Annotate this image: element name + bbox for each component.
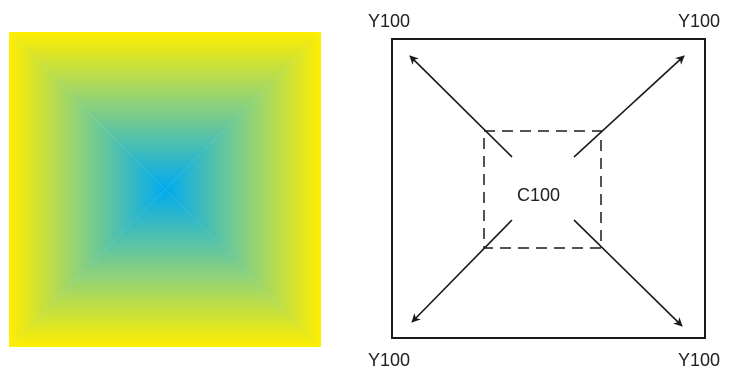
arrow-bottom-left (411, 219, 513, 323)
outer-boundary-square (391, 38, 706, 339)
corner-label-bottom-left: Y100 (368, 350, 411, 370)
square-gradient-graphic (9, 32, 321, 347)
arrow-top-left (409, 55, 513, 158)
center-label: C100 (517, 185, 561, 205)
arrow-top-right (573, 55, 685, 158)
gradient-top-face (9, 32, 321, 190)
corner-label-bottom-right: Y100 (678, 350, 721, 370)
corner-label-top-left: Y100 (368, 11, 411, 31)
center-dashed-square (483, 130, 602, 249)
square-gradient-swatch (9, 32, 321, 347)
gradient-bottom-face (9, 189, 321, 347)
arrow-bottom-right (573, 219, 683, 327)
gradient-left-face (9, 32, 165, 347)
gradient-direction-diagram (391, 38, 706, 339)
corner-label-top-right: Y100 (678, 11, 721, 31)
gradient-right-face (165, 32, 321, 347)
